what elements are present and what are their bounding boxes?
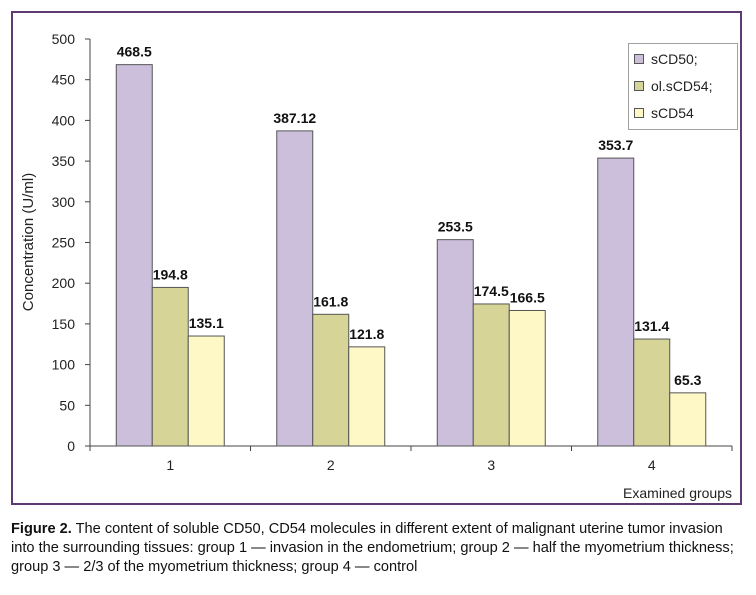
- y-tick-label: 500: [52, 31, 76, 47]
- legend-swatch-ol-scd54: [634, 81, 644, 91]
- y-tick-label: 250: [52, 235, 76, 251]
- y-tick-label: 400: [52, 112, 76, 128]
- bar-ol-scd54: [151, 286, 189, 447]
- figure-caption: Figure 2. The content of soluble CD50, C…: [11, 520, 746, 577]
- data-label: 135.1: [189, 315, 224, 331]
- legend-label-ol-scd54: ol.sCD54;: [651, 78, 713, 94]
- data-label: 174.5: [474, 283, 509, 299]
- data-label: 387.12: [273, 110, 316, 126]
- bar-chart: 0 50 100 150 200 250 300 350 400 450 500 1 2 3 4 468.5…: [20, 31, 733, 501]
- data-label: 65.3: [674, 372, 701, 388]
- x-tick-label: 4: [648, 457, 656, 473]
- y-tick-label: 300: [52, 194, 76, 210]
- data-label: 131.4: [634, 318, 669, 334]
- data-label: 194.8: [153, 266, 188, 282]
- bar-ol-scd54: [312, 313, 350, 447]
- legend-label-scd50: sCD50;: [651, 51, 698, 67]
- y-axis-label: Concentration (U/ml): [20, 173, 37, 311]
- y-tick-label: 450: [52, 72, 76, 88]
- y-tick-label: 350: [52, 153, 76, 169]
- legend-item-scd54: sCD54: [634, 104, 694, 122]
- bar-scd54: [187, 335, 225, 447]
- data-label: 161.8: [313, 293, 348, 309]
- data-label: 353.7: [598, 137, 633, 153]
- bar-scd54: [669, 392, 707, 447]
- legend-item-ol-scd54: ol.sCD54;: [634, 77, 712, 95]
- legend-swatch-scd54: [634, 108, 644, 118]
- legend-item-scd50: sCD50;: [634, 50, 698, 68]
- bar-ol-scd54: [633, 338, 671, 447]
- bar-scd50: [436, 239, 474, 447]
- caption-label: Figure 2.: [11, 521, 72, 537]
- data-label: 468.5: [117, 44, 152, 60]
- y-tick-label: 0: [67, 438, 75, 454]
- legend-swatch-scd50: [634, 54, 644, 64]
- bar-scd54: [348, 346, 386, 447]
- legend: sCD50; ol.sCD54; sCD54: [628, 43, 738, 130]
- x-axis-label: Examined groups: [623, 485, 732, 501]
- y-tick-label: 200: [52, 275, 76, 291]
- y-tick-label: 150: [52, 316, 76, 332]
- caption-text: The content of soluble CD50, CD54 molecu…: [11, 521, 734, 575]
- x-tick-label: 2: [327, 457, 335, 473]
- x-tick-label: 1: [166, 457, 174, 473]
- bar-ol-scd54: [472, 303, 510, 447]
- bar-scd54: [508, 309, 546, 447]
- data-label: 166.5: [510, 289, 545, 305]
- legend-label-scd54: sCD54: [651, 105, 694, 121]
- bar-scd50: [276, 130, 314, 447]
- data-label: 253.5: [438, 219, 473, 235]
- y-tick-label: 100: [52, 357, 76, 373]
- bar-scd50: [115, 64, 153, 447]
- y-tick-label: 50: [59, 397, 75, 413]
- bar-scd50: [597, 157, 635, 447]
- data-label: 121.8: [349, 326, 384, 342]
- x-tick-label: 3: [487, 457, 495, 473]
